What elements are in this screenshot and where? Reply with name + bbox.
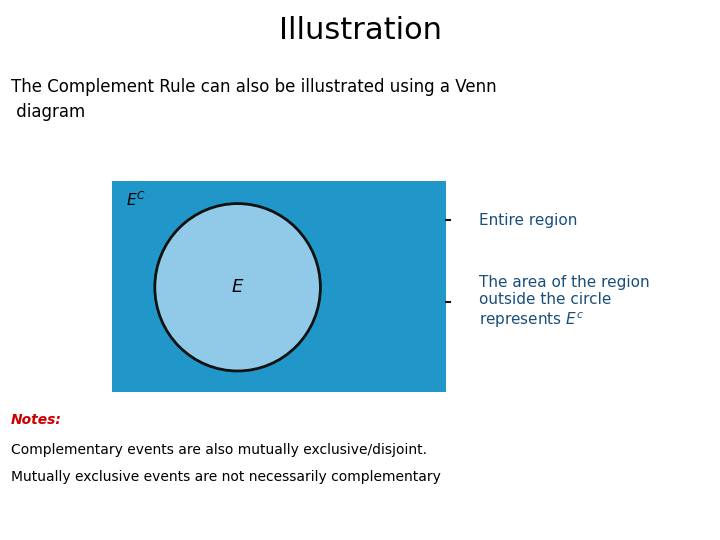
Text: The area of the region
outside the circle
represents $E^c$: The area of the region outside the circl… xyxy=(479,275,649,330)
Text: Notes:: Notes: xyxy=(11,413,62,427)
FancyBboxPatch shape xyxy=(112,181,446,392)
Text: $E^C$: $E^C$ xyxy=(126,190,146,209)
Text: Mutually exclusive events are not necessarily complementary: Mutually exclusive events are not necess… xyxy=(11,470,441,484)
Text: $E$: $E$ xyxy=(231,278,244,296)
Text: Entire region: Entire region xyxy=(479,213,577,228)
Text: Complementary events are also mutually exclusive/disjoint.: Complementary events are also mutually e… xyxy=(11,443,427,457)
Text: The Complement Rule can also be illustrated using a Venn: The Complement Rule can also be illustra… xyxy=(11,78,496,96)
Ellipse shape xyxy=(155,204,320,371)
Text: Illustration: Illustration xyxy=(279,16,441,45)
Text: diagram: diagram xyxy=(11,103,85,120)
